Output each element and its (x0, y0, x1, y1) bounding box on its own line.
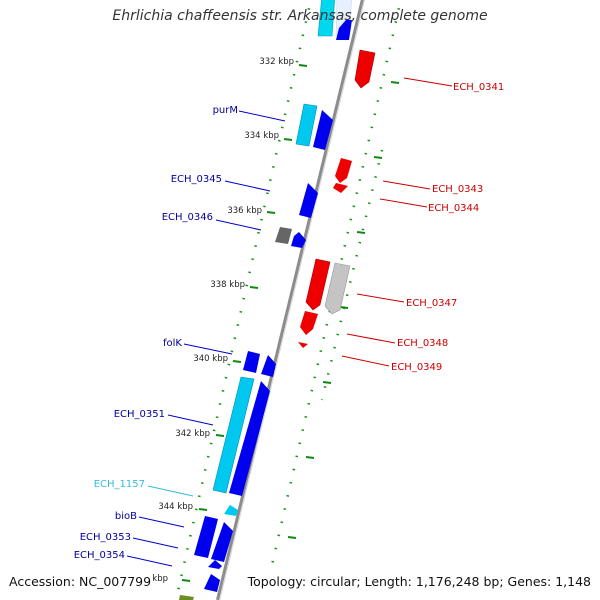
feature-bottom-olive[interactable] (179, 595, 194, 600)
feature-ECH_0341[interactable] (354, 49, 376, 89)
leader-ECH_0348 (346, 333, 396, 344)
label-ECH_0345[interactable]: ECH_0345 (171, 174, 222, 185)
kbp-ticks (181, 64, 308, 582)
feature-pseudo[interactable] (275, 227, 292, 244)
feature-ECH_0347[interactable] (305, 258, 331, 311)
leader-ECH_0341 (403, 77, 453, 87)
tick-332 (298, 64, 308, 67)
label-ECH_0353[interactable]: ECH_0353 (80, 532, 131, 543)
leader-ECH_0345 (224, 180, 271, 192)
leader-ECH_0343 (382, 180, 431, 190)
accession-text: Accession: NC_007799 (9, 574, 152, 589)
label-ECH_0344[interactable]: ECH_0344 (428, 203, 479, 214)
feature-ECH_0353[interactable] (211, 522, 233, 562)
feature-ECH_0345[interactable] (299, 183, 318, 218)
tick-336 (266, 211, 276, 214)
feature-ECH_0351-blue[interactable] (229, 381, 270, 496)
topology-text: Topology: circular; Length: 1,176,248 bp… (247, 574, 591, 589)
leader-ECH_0349 (341, 355, 390, 367)
label-ECH_0343[interactable]: ECH_0343 (432, 184, 483, 195)
leader-purM (238, 110, 286, 122)
leader-folK (183, 343, 233, 355)
label-folK[interactable]: folK (163, 338, 182, 349)
leader-ECH_0353 (132, 537, 179, 549)
feature-bottom-blue[interactable] (204, 574, 220, 592)
outer-tick (356, 231, 366, 234)
tick-338 (249, 286, 259, 289)
tick-label-334: 334 kbp (244, 131, 279, 141)
genome-backbone (216, 0, 365, 600)
tick-label-332: 332 kbp (259, 57, 294, 67)
leader-ECH_0354 (126, 555, 173, 567)
feature-ECH_0351[interactable] (212, 376, 255, 494)
genome-backbone-highlight (219, 0, 365, 600)
feature-ECH_0348[interactable] (300, 311, 318, 335)
feature-folK-2[interactable] (261, 355, 276, 377)
label-ECH_0349[interactable]: ECH_0349 (391, 362, 442, 373)
forward-leaders (126, 110, 286, 567)
leader-ECH_0344 (379, 198, 428, 208)
outer-tick (390, 81, 400, 84)
tick-label-340: 340 kbp (193, 354, 228, 364)
feature-ECH_0342-fwd[interactable] (313, 110, 333, 150)
label-ECH_0354[interactable]: ECH_0354 (74, 550, 125, 561)
label-ECH_0348[interactable]: ECH_0348 (397, 338, 448, 349)
label-ECH_0346[interactable]: ECH_0346 (162, 212, 213, 223)
outer-ticks (287, 81, 400, 539)
reverse-features (298, 49, 376, 348)
outer-tick (339, 306, 349, 309)
tick-340 (232, 360, 242, 363)
feature-folK[interactable] (243, 351, 260, 373)
outer-tick (322, 381, 332, 384)
tick-334 (283, 138, 293, 141)
feature-ECH_0343[interactable] (335, 158, 352, 183)
feature-cyan-top[interactable] (317, 0, 335, 37)
feature-ECH_0354[interactable] (208, 560, 222, 569)
feature-top-blue[interactable] (336, 20, 352, 40)
tick-label-336: 336 kbp (227, 206, 262, 216)
leader-ECH_0347 (356, 293, 405, 303)
label-purM[interactable]: purM (213, 105, 238, 116)
outer-tick (287, 536, 297, 539)
feature-ECH_1157[interactable] (224, 505, 238, 516)
leader-ECH_0346 (215, 219, 262, 231)
outer-tick (373, 156, 383, 159)
label-ECH_1157[interactable]: ECH_1157 (94, 479, 145, 490)
forward-features (179, 0, 352, 600)
leader-ECH_1157 (147, 485, 194, 497)
feature-bioB[interactable] (194, 516, 218, 558)
feature-ECH_0346[interactable] (291, 232, 306, 248)
tick-346 (181, 579, 191, 582)
label-ECH_0347[interactable]: ECH_0347 (406, 298, 457, 309)
tick-344 (198, 508, 208, 511)
feature-ECH_0347-grey[interactable] (324, 262, 351, 315)
label-ECH_0341[interactable]: ECH_0341 (453, 82, 504, 93)
label-bioB[interactable]: bioB (115, 511, 137, 522)
leader-bioB (138, 516, 185, 528)
tick-label-342: 342 kbp (175, 429, 210, 439)
tick-label-338: 338 kbp (210, 280, 245, 290)
feature-purM[interactable] (295, 103, 318, 147)
feature-ECH_0344[interactable] (333, 183, 348, 193)
genome-title: Ehrlichia chaffeensis str. Arkansas, com… (112, 8, 488, 24)
tick-label-344: 344 kbp (158, 502, 193, 512)
leader-ECH_0351 (167, 414, 214, 426)
tick-342 (215, 434, 225, 437)
outer-tick (305, 456, 315, 459)
label-ECH_0351[interactable]: ECH_0351 (114, 409, 165, 420)
reverse-leaders (341, 77, 453, 367)
feature-ECH_0349[interactable] (298, 342, 308, 348)
